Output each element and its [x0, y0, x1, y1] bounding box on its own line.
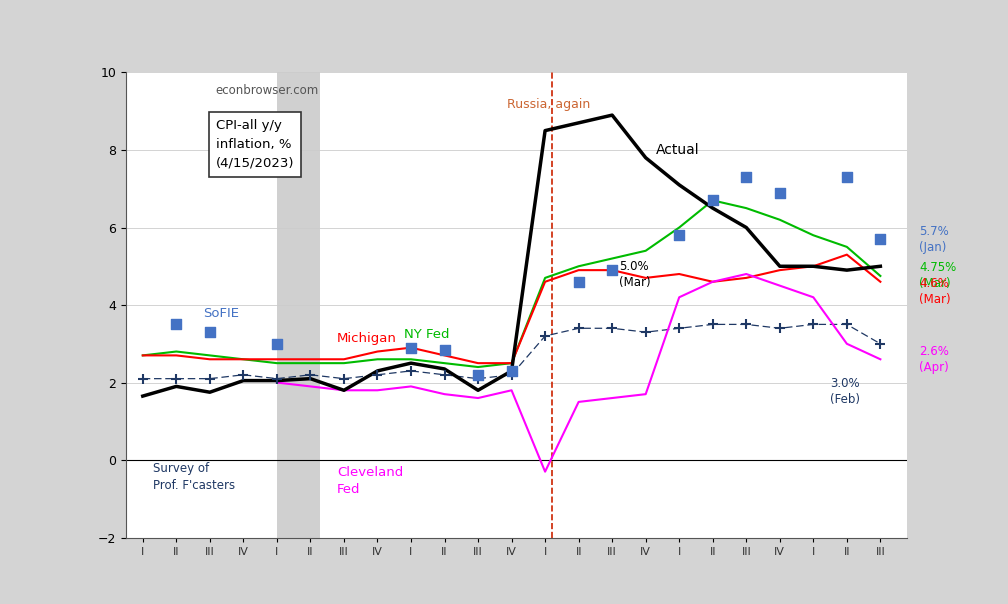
Point: [705, 196, 721, 205]
Text: 3.0%
(Feb): 3.0% (Feb): [830, 377, 860, 406]
Point: [604, 265, 620, 275]
Point: [671, 231, 687, 240]
Point: [202, 327, 218, 337]
Point: [738, 172, 754, 182]
Point: [839, 172, 855, 182]
Point: [504, 366, 520, 376]
Point: [269, 339, 285, 349]
Point: [872, 234, 888, 244]
Text: Survey of
Prof. F'casters: Survey of Prof. F'casters: [153, 462, 235, 492]
Text: 4.6%
(Mar): 4.6% (Mar): [919, 277, 951, 306]
Text: CPI-all y/y
inflation, %
(4/15/2023): CPI-all y/y inflation, % (4/15/2023): [216, 119, 294, 170]
Point: [571, 277, 587, 287]
Bar: [277, 72, 321, 538]
Point: [168, 320, 184, 329]
Text: Michigan: Michigan: [338, 332, 397, 345]
Text: Actual: Actual: [656, 143, 700, 157]
Text: SoFIE: SoFIE: [204, 307, 239, 320]
Point: [436, 345, 453, 355]
Point: [772, 188, 788, 198]
Text: Russia, again: Russia, again: [507, 98, 590, 111]
Text: econbrowser.com: econbrowser.com: [216, 84, 320, 97]
Text: NY Fed: NY Fed: [404, 328, 450, 341]
Point: [470, 370, 486, 380]
Text: 5.7%
(Jan): 5.7% (Jan): [919, 225, 949, 254]
Text: Cleveland
Fed: Cleveland Fed: [338, 466, 403, 496]
Text: 4.75%
(Mar): 4.75% (Mar): [919, 262, 957, 291]
Point: [403, 343, 419, 353]
Text: 2.6%
(Apr): 2.6% (Apr): [919, 345, 949, 374]
Text: 5.0%
(Mar): 5.0% (Mar): [619, 260, 650, 289]
